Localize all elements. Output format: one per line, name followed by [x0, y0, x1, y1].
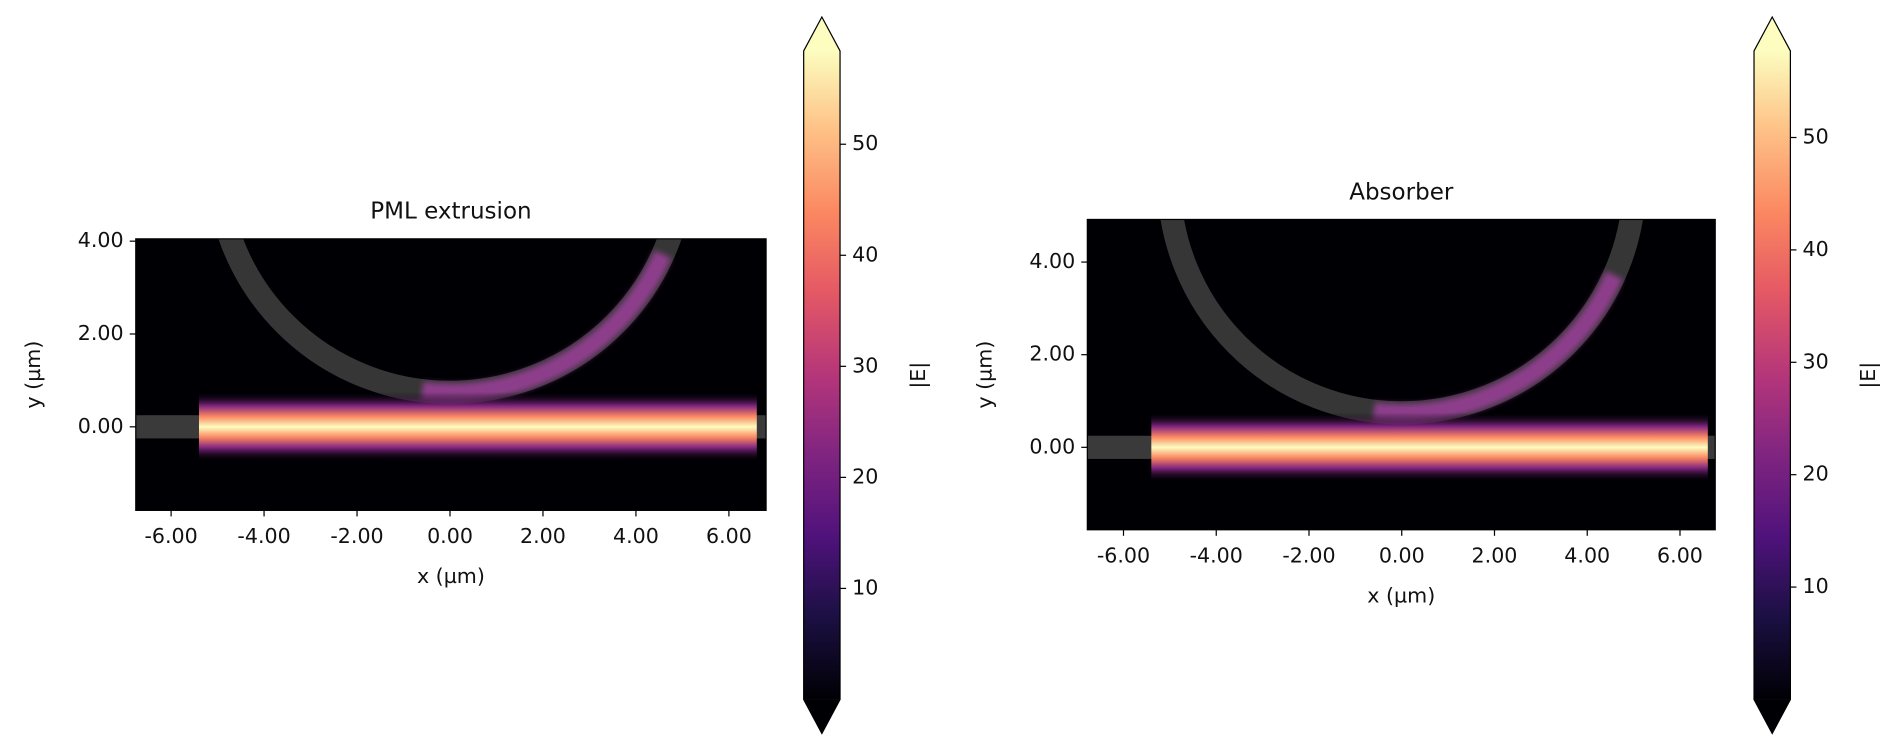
colorbar-extend-bottom [1754, 699, 1791, 734]
x-tick-label: -4.00 [237, 524, 290, 548]
colorbar-extend-top [1754, 17, 1791, 51]
x-tick-label: 0.00 [427, 524, 473, 548]
colorbar-tick-label: 50 [1803, 124, 1829, 148]
x-tick-label: -6.00 [1097, 543, 1150, 567]
x-tick-label: -6.00 [144, 524, 197, 548]
x-tick-label: -4.00 [1190, 543, 1243, 567]
x-tick-label: 2.00 [1472, 543, 1518, 567]
colorbar-tick-label: 10 [852, 575, 878, 599]
y-tick-label: 4.00 [78, 228, 124, 252]
x-tick-label: -2.00 [330, 524, 383, 548]
y-tick-label: 0.00 [1029, 434, 1075, 458]
axes-title: PML extrusion [370, 199, 531, 225]
colorbar [803, 50, 841, 700]
colorbar-tick-label: 30 [1803, 349, 1829, 373]
axes-frame [135, 238, 767, 511]
colorbar-tick-label: 50 [852, 131, 878, 155]
heatmap-area [135, 238, 767, 511]
colorbar-outline [803, 15, 841, 735]
colorbar-tick-label: 30 [852, 353, 878, 377]
y-tick-label: 4.00 [1029, 249, 1075, 273]
colorbar-tick-label: 20 [1803, 462, 1829, 486]
colorbar-label: |E| [1856, 362, 1881, 389]
x-tick-label: 6.00 [1657, 543, 1703, 567]
waveguide-field [198, 391, 757, 462]
x-tick-label: 6.00 [706, 524, 752, 548]
heatmap-area [1087, 219, 1716, 530]
y-tick-label: 2.00 [78, 321, 124, 345]
x-tick-label: 4.00 [613, 524, 659, 548]
colorbar-outline [1753, 15, 1791, 735]
colorbar-tick-label: 20 [852, 464, 878, 488]
x-tick-label: -2.00 [1282, 543, 1335, 567]
colorbar-extend-bottom [803, 699, 841, 734]
y-axis-label: y (µm) [21, 341, 45, 409]
axes-title: Absorber [1349, 179, 1454, 205]
colorbar-tick-label: 10 [1803, 574, 1829, 598]
colorbar-label: |E| [906, 362, 931, 389]
colorbar-tick-label: 40 [852, 242, 878, 266]
x-tick-label: 0.00 [1379, 543, 1425, 567]
y-tick-label: 2.00 [1029, 342, 1075, 366]
colorbar-extend-top [803, 17, 841, 51]
x-axis-label: x (µm) [417, 564, 485, 588]
x-axis-label: x (µm) [1367, 583, 1435, 607]
colorbar [1754, 50, 1791, 700]
x-tick-label: 2.00 [520, 524, 566, 548]
x-tick-label: 4.00 [1564, 543, 1610, 567]
y-axis-label: y (µm) [973, 341, 997, 409]
y-tick-label: 0.00 [78, 414, 124, 438]
colorbar-tick-label: 40 [1803, 237, 1829, 261]
waveguide-field [1151, 412, 1708, 483]
field-background [135, 238, 767, 511]
